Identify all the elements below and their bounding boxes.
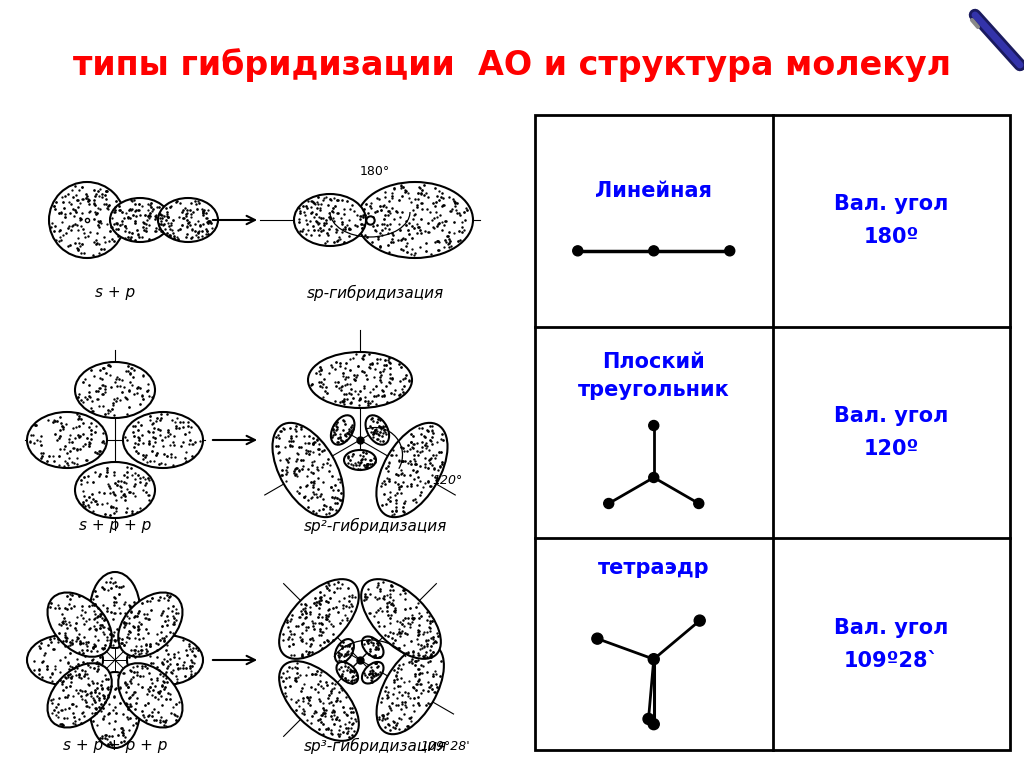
- Ellipse shape: [75, 362, 155, 418]
- Circle shape: [649, 246, 658, 256]
- Ellipse shape: [337, 662, 358, 684]
- Ellipse shape: [27, 412, 106, 468]
- Circle shape: [694, 498, 703, 508]
- Ellipse shape: [308, 352, 412, 408]
- Ellipse shape: [331, 415, 354, 445]
- Ellipse shape: [272, 423, 344, 517]
- Ellipse shape: [110, 198, 170, 242]
- Text: s + p: s + p: [95, 285, 135, 300]
- Bar: [535, 115, 1010, 750]
- Ellipse shape: [361, 637, 384, 658]
- Text: sp-гибридизация: sp-гибридизация: [306, 285, 443, 301]
- Ellipse shape: [377, 423, 447, 517]
- Ellipse shape: [280, 661, 358, 741]
- Text: Плоский
треугольник: Плоский треугольник: [578, 352, 730, 399]
- Ellipse shape: [90, 672, 140, 748]
- Ellipse shape: [377, 644, 443, 734]
- Circle shape: [648, 719, 659, 730]
- Text: Вал. угол
109º28`: Вал. угол 109º28`: [835, 617, 948, 670]
- Ellipse shape: [361, 579, 441, 659]
- Ellipse shape: [158, 198, 218, 242]
- Text: Линейная: Линейная: [595, 180, 713, 201]
- Ellipse shape: [27, 635, 103, 685]
- Text: sp³-гибридизация: sp³-гибридизация: [303, 738, 446, 754]
- Ellipse shape: [47, 592, 112, 657]
- Text: 109°28': 109°28': [420, 740, 470, 753]
- Text: 120°: 120°: [432, 474, 462, 486]
- Text: sp²-гибридизация: sp²-гибридизация: [303, 518, 446, 535]
- Ellipse shape: [294, 194, 366, 246]
- Ellipse shape: [344, 450, 376, 470]
- Ellipse shape: [90, 572, 140, 648]
- Circle shape: [649, 472, 658, 482]
- Circle shape: [648, 654, 659, 664]
- Ellipse shape: [357, 182, 473, 258]
- Ellipse shape: [361, 662, 384, 684]
- Ellipse shape: [123, 412, 203, 468]
- Ellipse shape: [49, 182, 125, 258]
- Circle shape: [604, 498, 613, 508]
- Circle shape: [643, 713, 654, 724]
- Text: типы гибридизации  АО и структура молекул: типы гибридизации АО и структура молекул: [73, 48, 951, 82]
- Ellipse shape: [118, 664, 182, 727]
- Ellipse shape: [366, 415, 389, 445]
- Ellipse shape: [118, 592, 182, 657]
- Text: s + p + p: s + p + p: [79, 518, 152, 533]
- Ellipse shape: [280, 579, 358, 659]
- Text: 180°: 180°: [359, 165, 390, 178]
- Text: Вал. угол
180º: Вал. угол 180º: [835, 194, 948, 247]
- Circle shape: [572, 246, 583, 256]
- Text: s + p + p + p: s + p + p + p: [62, 738, 167, 753]
- Circle shape: [694, 615, 706, 626]
- Ellipse shape: [335, 639, 354, 663]
- Ellipse shape: [75, 462, 155, 518]
- Text: Вал. угол
120º: Вал. угол 120º: [835, 406, 948, 459]
- Circle shape: [649, 421, 658, 431]
- Ellipse shape: [127, 635, 203, 685]
- Ellipse shape: [47, 664, 112, 727]
- Circle shape: [592, 633, 603, 644]
- Circle shape: [725, 246, 735, 256]
- Text: тетраэдр: тетраэдр: [598, 558, 710, 578]
